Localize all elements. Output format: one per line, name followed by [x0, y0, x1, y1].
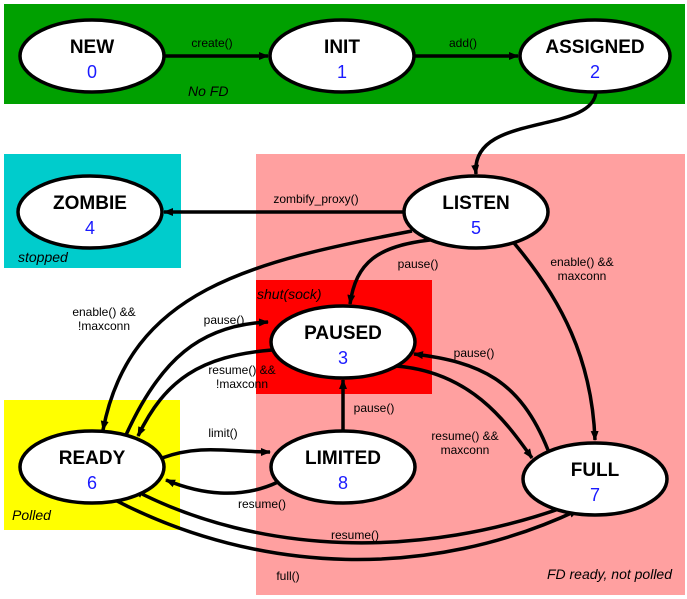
transition-ready-paused [124, 318, 269, 436]
state-shape-limited [269, 429, 417, 505]
transition-label-init-assigned: add() [449, 36, 477, 50]
zone-label-nofd: No FD [188, 83, 228, 99]
state-new: NEW 0 [18, 18, 166, 94]
transition-assigned-listen [471, 91, 598, 175]
transition-listen-full [512, 241, 599, 441]
state-ready: READY 6 [18, 429, 166, 505]
state-limited: LIMITED 8 [269, 429, 417, 505]
transition-label-full-ready: resume() [331, 528, 379, 542]
state-name-ready: READY [59, 448, 126, 469]
transition-label-limited-ready: resume() [238, 497, 286, 511]
zone-label-shut: shut(sock) [257, 286, 322, 302]
state-shape-new [18, 18, 166, 94]
transition-ready-limited [161, 447, 271, 460]
state-number-init: 1 [337, 62, 347, 82]
state-zombie: ZOMBIE 4 [16, 174, 164, 250]
transition-ready-full [114, 498, 579, 562]
state-listen: LISTEN 5 [402, 174, 550, 250]
state-assigned: ASSIGNED 2 [518, 18, 672, 94]
state-number-ready: 6 [87, 473, 97, 493]
state-number-full: 7 [590, 485, 600, 505]
transition-label-ready-paused: pause() [204, 313, 245, 327]
zone-label-polled: Polled [12, 507, 52, 523]
transition-label-ready-limited: limit() [208, 426, 237, 440]
transition-full-paused [413, 351, 550, 451]
state-shape-init [268, 18, 416, 94]
transition-label-listen-full: enable() && maxconn [550, 255, 613, 283]
state-name-full: FULL [571, 460, 620, 481]
state-number-limited: 8 [338, 473, 348, 493]
state-name-paused: PAUSED [304, 323, 382, 344]
state-name-init: INIT [324, 37, 360, 58]
state-shape-full [521, 441, 669, 517]
transition-limited-ready [165, 478, 279, 495]
state-init: INIT 1 [268, 18, 416, 94]
state-number-listen: 5 [471, 218, 481, 238]
transition-paused-ready [136, 348, 273, 437]
state-shape-listen [402, 174, 550, 250]
state-shape-paused [269, 304, 417, 380]
state-number-zombie: 4 [85, 218, 95, 238]
transition-label-paused-ready: resume() && !maxconn [208, 363, 275, 391]
transition-paused-full [395, 364, 534, 460]
edges-layer: create() add() zombify_proxy() pause() enabl… [72, 36, 613, 583]
transition-label-new-init: create() [191, 36, 232, 50]
transition-listen-ready [100, 229, 413, 431]
state-name-zombie: ZOMBIE [53, 193, 127, 214]
state-name-assigned: ASSIGNED [545, 37, 644, 58]
transition-label-limited-paused: pause() [354, 401, 395, 415]
state-shape-assigned [518, 18, 672, 94]
zone-label-stopped: stopped [18, 249, 69, 265]
transition-label-listen-ready: enable() && !maxconn [72, 305, 135, 333]
state-full: FULL 7 [521, 441, 669, 517]
transition-label-listen-paused: pause() [398, 257, 439, 271]
state-number-assigned: 2 [590, 62, 600, 82]
state-number-paused: 3 [338, 348, 348, 368]
transition-listen-paused [347, 238, 431, 305]
nodes-layer: NEW 0 INIT 1 ASSIGNED 2 ZOMBIE 4 LISTEN 5 PAUSED 3 R… [16, 18, 672, 517]
state-name-limited: LIMITED [305, 448, 381, 469]
state-paused: PAUSED 3 [269, 304, 417, 380]
transition-label-paused-full: resume() && maxconn [431, 429, 498, 457]
state-name-new: NEW [70, 37, 114, 58]
transition-label-ready-full: full() [276, 569, 299, 583]
state-number-new: 0 [87, 62, 97, 82]
state-name-listen: LISTEN [442, 193, 510, 214]
transition-label-full-paused: pause() [454, 346, 495, 360]
zone-label-fdready: FD ready, not polled [547, 566, 673, 582]
transition-full-ready [133, 488, 571, 545]
state-shape-zombie [16, 174, 164, 250]
state-shape-ready [18, 429, 166, 505]
transition-label-listen-zombie: zombify_proxy() [273, 192, 358, 206]
